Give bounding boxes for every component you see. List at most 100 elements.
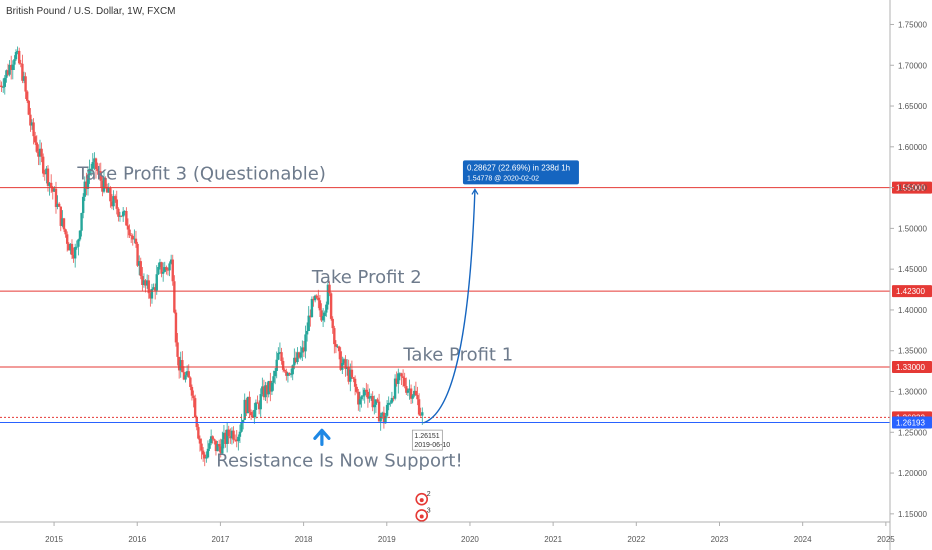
candle-body [22,76,26,81]
projection-curve[interactable] [423,189,476,424]
candle [163,261,166,273]
x-tick-label: 2015 [45,535,63,544]
candle-body [171,259,174,282]
candle [304,325,307,359]
candle-body [49,182,53,188]
candle-body [9,64,13,70]
candle-body [102,177,106,192]
candle-body [25,91,29,101]
candle-body [35,142,38,152]
x-tick-label: 2023 [711,535,729,544]
candle [104,176,107,189]
candle-body [304,334,307,352]
candle [365,382,368,398]
projection-layer[interactable]: 0.28627 (22.69%) in 238d 1h 1.54778 @ 202… [411,160,579,522]
x-tick-label: 2020 [461,535,479,544]
candle [133,229,136,244]
candle [245,398,248,417]
candle [67,242,70,251]
candle-body [277,353,280,360]
candle [243,393,246,420]
candle [206,440,210,459]
candle [221,431,224,455]
candle-body [326,284,330,305]
candle-body [237,436,240,442]
chart-annotation: Take Profit 3 (Questionable) [76,163,326,184]
candle [64,228,67,238]
candle-body [56,203,59,207]
event-badge-icon[interactable]: 2 [415,491,431,506]
candle-body [137,261,141,266]
x-tick-label: 2017 [212,535,230,544]
candle-body [256,402,259,404]
candle-body [139,261,142,277]
candle-body [302,347,306,352]
time-axis[interactable]: 2015 2016 2017 2018 2019 2020 2021 2022 2023 2024… [45,522,895,544]
candle-body [312,298,315,301]
x-tick-label: 2016 [128,535,146,544]
candle-body [398,373,402,375]
candle-body [261,386,264,395]
candle-body [257,403,261,410]
candle-body [157,267,160,275]
candle [395,371,398,387]
price-level-badge [892,181,932,194]
candle-body [401,376,405,378]
candle [405,377,408,395]
candle [187,364,190,378]
candle [128,224,131,238]
candle [62,217,66,233]
candle [6,63,10,77]
candle-body [297,352,301,358]
candle [171,254,174,286]
candle [227,425,230,444]
candle-body [405,386,408,393]
candle [280,347,283,365]
candle [379,412,382,431]
candle-body [174,312,178,343]
candle [230,427,234,445]
candle-body [293,357,296,366]
candle-body [333,328,336,345]
candle-body [123,210,126,212]
candle [139,257,142,280]
event-badge-icon[interactable]: 3 [415,507,431,522]
price-axis[interactable]: 1.550001.423001.330001.268321.261931.150… [890,20,932,519]
candle [248,391,251,419]
candle [149,289,152,307]
candle-body [249,412,253,416]
candle-body [69,243,72,251]
candle [288,372,291,376]
candle-body [289,374,293,376]
candle-body [323,312,326,317]
candle-body [390,397,394,403]
candle [355,383,358,394]
candle [38,139,42,166]
candle-body [147,280,150,294]
candle-body [224,432,227,444]
candle-body [40,148,43,157]
candle [317,289,320,309]
candle [16,46,19,55]
candle [208,439,211,451]
candle-body [216,444,219,452]
measure-box[interactable] [462,160,579,185]
x-tick-label: 2021 [544,535,562,544]
candle-body [245,399,248,414]
y-tick-label: 1.55000 [898,184,927,193]
candle-body [325,304,328,313]
candle [385,400,389,419]
y-tick-label: 1.35000 [898,347,927,356]
candle-body [385,404,389,416]
price-levels-layer[interactable] [0,187,890,424]
candle-body [275,359,278,371]
candle [192,390,195,408]
candle [297,351,301,359]
candle [14,49,18,61]
candle [94,157,98,179]
candle [371,391,374,412]
candle-body [107,187,110,193]
candle [392,395,395,402]
candle [105,183,109,193]
